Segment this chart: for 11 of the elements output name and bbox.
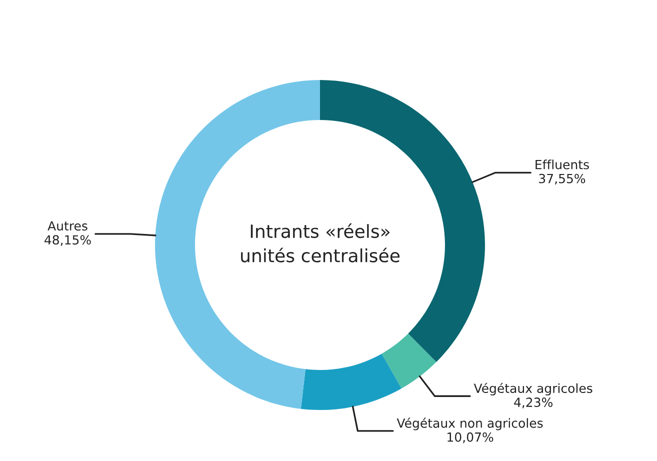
slice-label: Végétaux non agricoles: [396, 418, 543, 430]
slice-label: Autres: [48, 221, 88, 231]
donut-slice: [300, 354, 402, 410]
slice-label: Effluents: [536, 160, 589, 170]
donut-slice: [382, 334, 436, 388]
data-label: 48,15%: [44, 235, 91, 246]
text: Intrants «réels» unités centralisée: [241, 223, 400, 262]
slice-label: Végétaux agricoles: [474, 382, 592, 396]
data-label: 4,23%: [514, 398, 552, 408]
data-label: 37,55%: [539, 174, 586, 185]
data-label: 10,07%: [448, 432, 494, 444]
